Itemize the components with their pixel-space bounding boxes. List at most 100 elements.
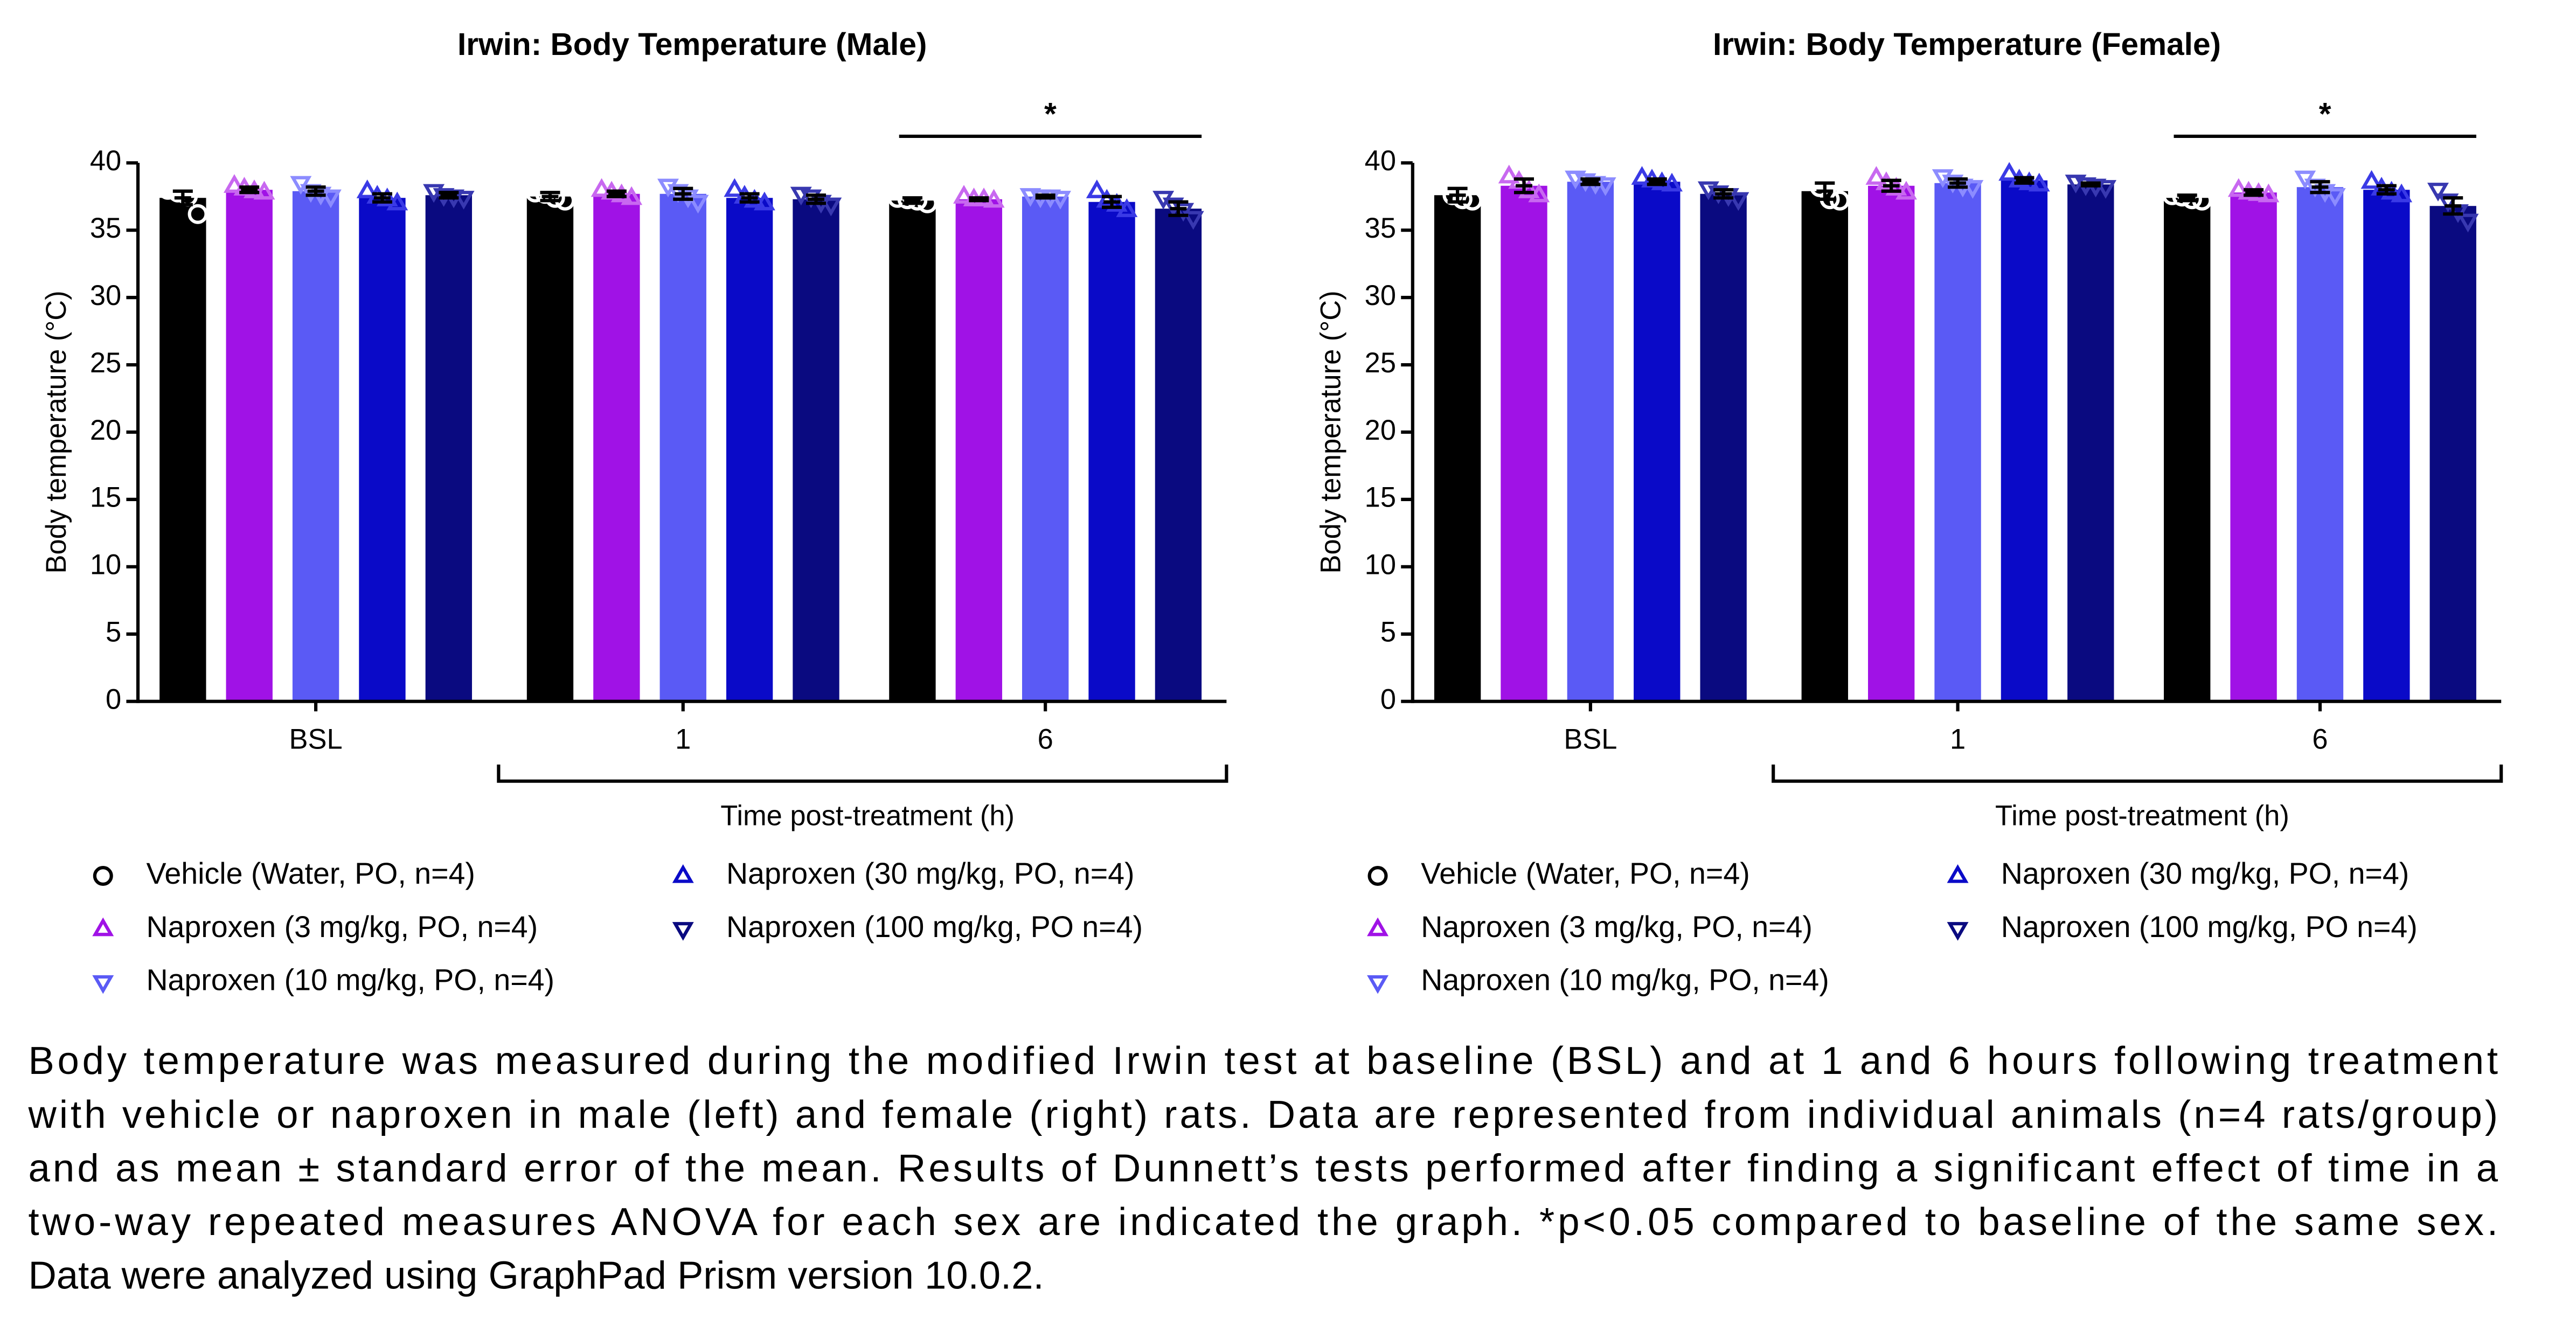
significance-label: * xyxy=(1044,96,1057,131)
data-point xyxy=(1631,166,1653,185)
bar xyxy=(2164,198,2211,702)
data-point xyxy=(2028,172,2050,192)
chart-title: Irwin: Body Temperature (Female) xyxy=(1713,27,2221,62)
data-point xyxy=(223,174,245,193)
data-point xyxy=(386,191,408,211)
data-point xyxy=(1865,166,1887,185)
bar xyxy=(889,200,936,702)
data-point xyxy=(2391,183,2413,203)
legend-label: Vehicle (Water, PO, n=4) xyxy=(1421,857,1749,890)
caption-line: and as mean ± standard error of the mean… xyxy=(28,1146,2498,1190)
error-bar xyxy=(1035,193,1056,200)
bar xyxy=(159,198,206,702)
error-bar xyxy=(1647,177,1667,186)
legend-marker xyxy=(672,864,694,883)
legend-label: Naproxen (30 mg/kg, PO, n=4) xyxy=(2001,857,2410,890)
error-bar xyxy=(739,192,760,204)
error-bar xyxy=(1168,200,1189,217)
legend-label: Naproxen (100 mg/kg, PO n=4) xyxy=(2001,910,2418,944)
significance-label: * xyxy=(2319,96,2331,131)
data-point xyxy=(1528,183,1550,203)
y-tick-label: 20 xyxy=(90,415,121,446)
x-tick-label: 1 xyxy=(675,724,691,755)
data-point xyxy=(2360,170,2383,189)
y-axis-label: Body temperature (°C) xyxy=(41,290,72,573)
bar xyxy=(2067,184,2114,702)
error-bar xyxy=(2014,176,2035,185)
y-tick-label: 0 xyxy=(1380,684,1396,715)
legend-marker xyxy=(672,922,694,941)
error-bar xyxy=(2177,193,2197,203)
y-tick-label: 10 xyxy=(1365,550,1396,581)
data-point xyxy=(1452,189,1473,210)
error-bar xyxy=(1102,195,1122,209)
error-bar xyxy=(969,196,989,203)
data-point xyxy=(1998,162,2020,181)
caption-line: with vehicle or naproxen in male (left) … xyxy=(27,1093,2498,1136)
y-tick-label: 5 xyxy=(1380,617,1396,648)
data-point xyxy=(621,186,643,205)
data-point xyxy=(2324,188,2346,207)
x-tick-label: 6 xyxy=(1038,724,1053,755)
error-bar xyxy=(673,186,693,201)
y-tick-label: 40 xyxy=(90,145,121,177)
bar xyxy=(359,198,406,702)
data-point xyxy=(1962,180,1984,199)
bar xyxy=(1867,185,1915,702)
bar xyxy=(1088,202,1135,702)
legend-marker xyxy=(92,975,114,994)
bar xyxy=(593,193,640,702)
y-tick-label: 30 xyxy=(90,280,121,311)
data-point xyxy=(2427,183,2449,202)
data-point xyxy=(1086,179,1108,198)
bar xyxy=(1155,209,1202,702)
error-bar xyxy=(1580,177,1601,186)
data-point xyxy=(253,181,275,200)
error-bar xyxy=(2376,184,2397,196)
bar xyxy=(2230,192,2277,702)
bar xyxy=(226,190,273,702)
legend-label: Vehicle (Water, PO, n=4) xyxy=(146,857,475,890)
caption-line: two-way repeated measures ANOVA for each… xyxy=(28,1200,2498,1244)
data-point xyxy=(320,189,342,209)
error-bar xyxy=(806,193,827,205)
y-tick-label: 20 xyxy=(1365,415,1396,446)
data-point xyxy=(1661,172,1683,192)
error-bar xyxy=(540,191,560,203)
error-bar xyxy=(1713,188,1734,200)
data-point xyxy=(1895,181,1917,200)
error-bar xyxy=(1513,177,1535,195)
y-axis-label: Body temperature (°C) xyxy=(1316,290,1347,573)
y-tick-label: 35 xyxy=(90,213,121,244)
error-bar xyxy=(2244,188,2264,197)
data-point xyxy=(1049,191,1071,210)
data-point xyxy=(1116,198,1138,217)
legend-marker xyxy=(1947,864,1969,883)
data-point xyxy=(188,204,208,224)
chart-title: Irwin: Body Temperature (Male) xyxy=(457,27,927,62)
legend-label: Naproxen (10 mg/kg, PO, n=4) xyxy=(1421,963,1829,997)
y-tick-label: 15 xyxy=(90,482,121,514)
bar xyxy=(793,199,839,702)
bar xyxy=(726,198,773,702)
x-tick-label: BSL xyxy=(289,724,343,755)
error-bar xyxy=(372,192,392,204)
data-point xyxy=(1432,173,1453,193)
legend-marker xyxy=(1367,975,1389,994)
bar xyxy=(526,196,574,702)
error-bar xyxy=(305,185,326,197)
y-tick-label: 25 xyxy=(90,348,121,379)
bar xyxy=(1501,185,1547,702)
data-point xyxy=(591,178,613,197)
legend-label: Naproxen (3 mg/kg, PO, n=4) xyxy=(1421,910,1813,944)
data-point xyxy=(953,185,975,204)
x-tick-label: 6 xyxy=(2312,724,2328,755)
error-bar xyxy=(1948,177,1968,189)
legend-label: Naproxen (3 mg/kg, PO, n=4) xyxy=(146,910,538,944)
error-bar xyxy=(1881,178,1901,193)
y-tick-label: 40 xyxy=(1365,145,1396,177)
data-point xyxy=(2095,180,2117,199)
caption-line: Body temperature was measured during the… xyxy=(28,1039,2498,1083)
legend-marker xyxy=(1367,866,1388,886)
